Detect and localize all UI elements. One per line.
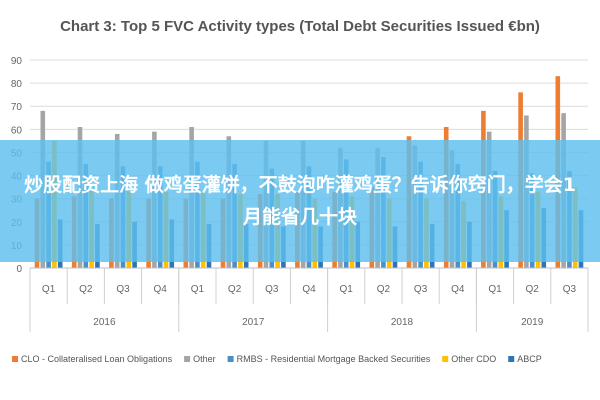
legend-swatch [227, 356, 234, 362]
overlay-banner: 炒股配资上海 做鸡蛋灌饼，不鼓泡咋灌鸡蛋？告诉你窍门，学会1月能省几十块 [0, 140, 600, 262]
x-tick-label: Q3 [116, 284, 130, 295]
legend-swatch [508, 356, 515, 362]
group-label: 2018 [391, 317, 414, 328]
legend-label: Other CDO [451, 354, 496, 364]
legend-swatch [12, 356, 18, 362]
y-tick-label: 60 [11, 125, 23, 136]
legend-label: CLO - Collateralised Loan Obligations [21, 354, 173, 364]
x-tick-label: Q1 [42, 284, 56, 295]
x-tick-label: Q1 [191, 284, 205, 295]
x-tick-label: Q4 [302, 284, 316, 295]
legend-label: RMBS - Residential Mortgage Backed Secur… [237, 354, 431, 364]
legend-swatch [184, 356, 191, 362]
x-tick-label: Q1 [340, 284, 354, 295]
legend-label: ABCP [517, 354, 542, 364]
group-label: 2016 [93, 317, 116, 328]
x-tick-label: Q2 [377, 284, 391, 295]
legend-swatch [442, 356, 449, 362]
x-tick-label: Q4 [451, 284, 465, 295]
legend: CLO - Collateralised Loan Obligations Oth… [12, 354, 542, 364]
x-tick-label: Q3 [414, 284, 428, 295]
legend-label: Other [193, 354, 216, 364]
y-tick-label: 0 [16, 264, 22, 275]
y-tick-label: 70 [11, 102, 23, 113]
y-tick-label: 80 [11, 79, 23, 90]
x-tick-label: Q2 [526, 284, 540, 295]
x-tick-label: Q2 [228, 284, 242, 295]
x-tick-label: Q1 [488, 284, 502, 295]
x-tick-label: Q4 [154, 284, 168, 295]
group-label: 2017 [242, 317, 265, 328]
group-label: 2019 [521, 317, 544, 328]
x-tick-label: Q3 [563, 284, 577, 295]
chart-title: Chart 3: Top 5 FVC Activity types (Total… [60, 18, 540, 35]
x-tick-label: Q3 [265, 284, 279, 295]
x-tick-label: Q2 [79, 284, 93, 295]
overlay-text: 炒股配资上海 做鸡蛋灌饼，不鼓泡咋灌鸡蛋？告诉你窍门，学会1月能省几十块 [24, 174, 576, 228]
y-tick-label: 90 [11, 56, 23, 67]
x-axis: Q1 Q2 Q3 Q4 Q1 Q2 Q3 Q4 Q1 Q2 Q3 Q4 Q1 Q2 Q3 2016 2017 20… [29, 267, 589, 332]
